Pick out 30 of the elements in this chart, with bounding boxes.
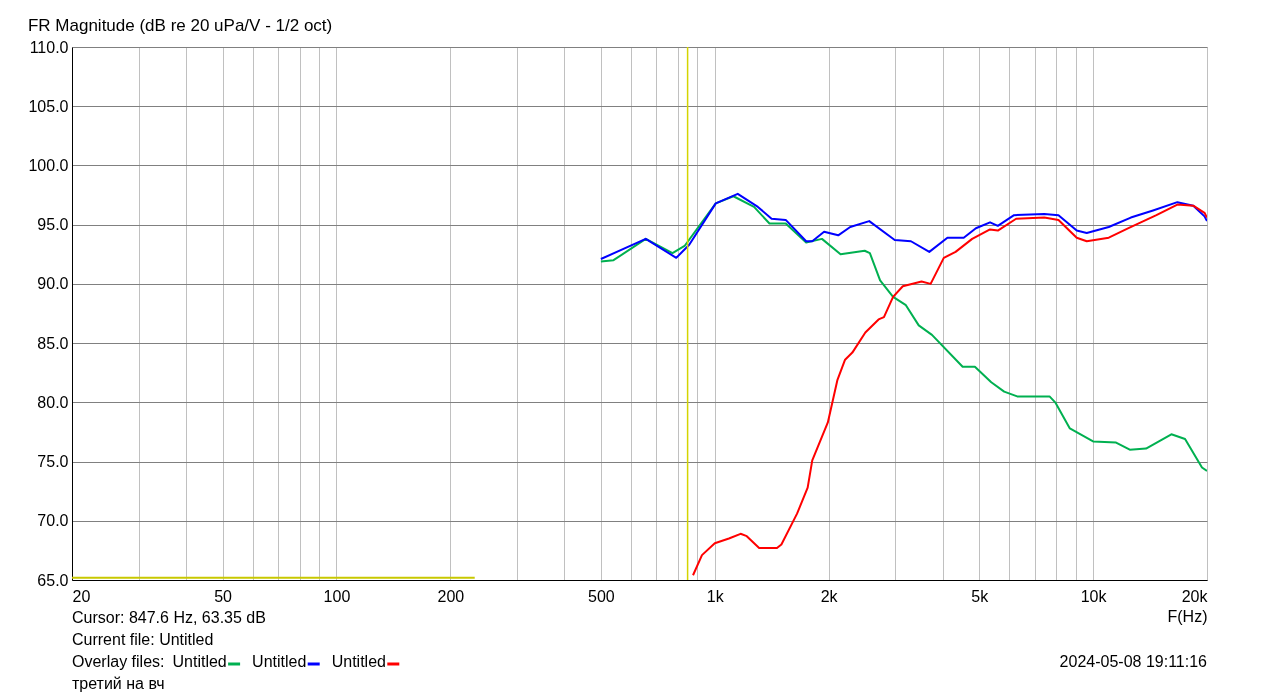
y-tick-label: 85.0 [37,334,69,352]
y-tick-label: 95.0 [37,216,69,234]
y-tick-label: 100.0 [28,156,69,174]
y-tick-label: 80.0 [37,393,69,411]
y-tick-label: 110.0 [29,38,69,56]
y-tick-label: 65.0 [37,571,69,589]
x-tick-label: 5k [971,587,990,605]
y-tick-label: 105.0 [28,97,69,115]
x-tick-label: 10k [1080,587,1108,605]
text: 2024-05-08 19:11:16 [1059,653,1208,670]
legend-label: Untitled [331,653,386,670]
x-tick-label: 20 [72,587,91,605]
legend-label: Untitled [172,653,227,670]
text: Cursor: 847.6 Hz, 63.35 dB [72,609,266,626]
x-tick-label: 500 [588,587,615,605]
x-tick-label: 100 [323,587,351,605]
x-tick-label: 50 [214,587,233,605]
y-tick-label: 70.0 [37,512,69,530]
y-tick-label: 90.0 [37,275,69,293]
y-tick-label: 75.0 [37,453,69,471]
x-tick-label: 200 [437,587,465,605]
x-tick-label: 20k [1181,587,1209,605]
legend-label: Untitled [252,653,307,670]
text: Current file: Untitled [72,631,214,648]
text: третий на вч [72,675,165,692]
x-tick-label: 2k [820,587,839,605]
legend-title: Overlay files: [72,653,165,670]
x-tick-label: 1k [706,587,725,605]
chart-title: FR Magnitude (dB re 20 uPa/V - 1/2 oct) [27,16,333,35]
x-axis-title: F(Hz) [1167,607,1208,625]
